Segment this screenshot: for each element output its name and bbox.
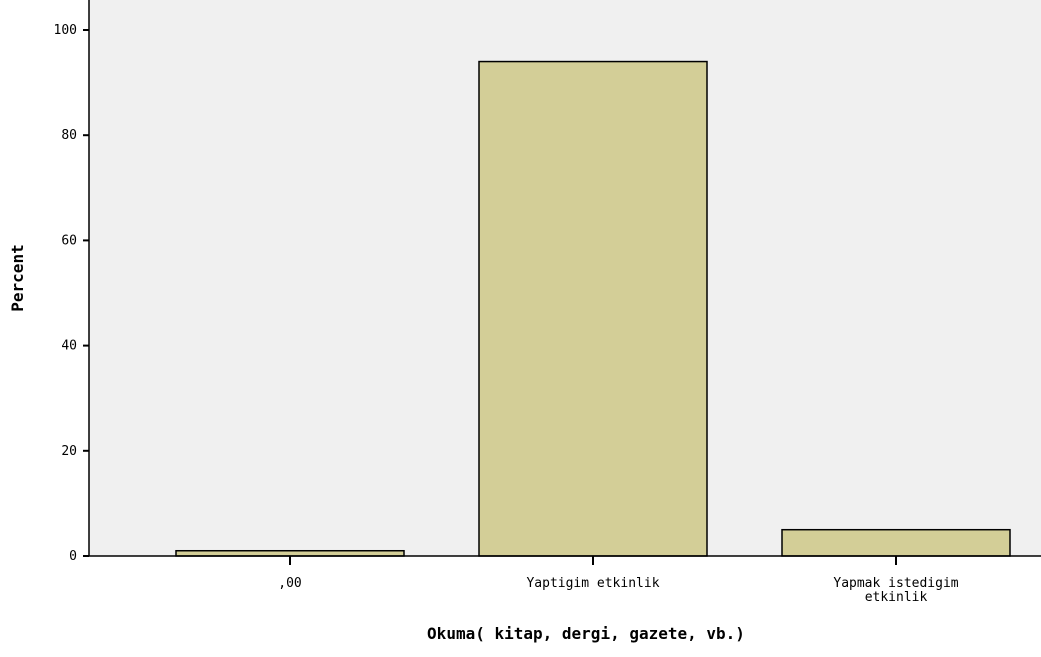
x-tick-label: Yapmak istedigim etkinlik xyxy=(833,576,958,605)
axes-group xyxy=(88,0,1041,557)
y-tick-label: 0 xyxy=(69,549,77,564)
x-axis-title: Okuma( kitap, dergi, gazete, vb.) xyxy=(427,624,745,643)
y-ticks-group: 0 20 40 60 80 100 xyxy=(54,23,89,564)
y-tick-label: 40 xyxy=(61,339,77,354)
x-tick-label: ,00 xyxy=(278,576,301,591)
bar-2 xyxy=(478,60,708,557)
bars-group xyxy=(175,60,1011,557)
bar-3 xyxy=(781,528,1011,557)
x-tick-label: Yaptigim etkinlik xyxy=(526,576,659,591)
x-ticks-group: ,00 Yaptigim etkinlik Yapmak istedigim etki… xyxy=(278,556,959,605)
bar-1 xyxy=(175,549,405,557)
y-tick-label: 20 xyxy=(61,444,77,459)
y-tick-label: 80 xyxy=(61,128,77,143)
y-tick-label: 60 xyxy=(61,233,77,248)
y-tick-label: 100 xyxy=(54,23,77,38)
y-axis-title: Percent xyxy=(8,244,27,311)
